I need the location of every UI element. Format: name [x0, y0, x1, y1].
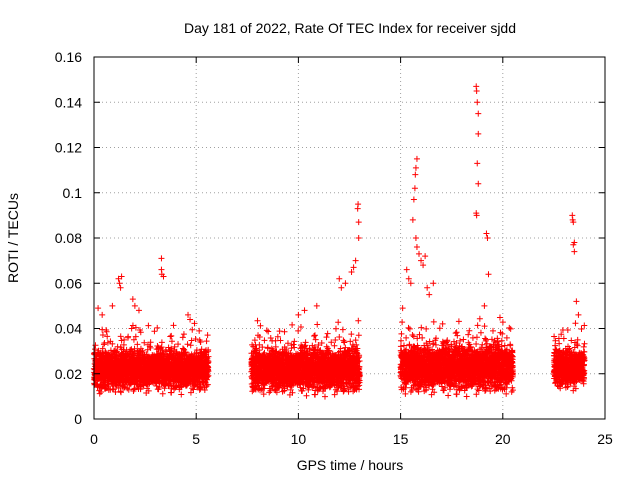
data-point: [264, 344, 271, 351]
data-point: [251, 337, 258, 344]
data-point: [128, 346, 135, 353]
data-point: [265, 328, 272, 335]
data-point: [109, 340, 116, 347]
data-point: [99, 345, 106, 352]
data-point: [398, 330, 405, 337]
data-point: [103, 328, 110, 335]
data-point: [112, 389, 119, 396]
data-point: [159, 390, 166, 397]
data-point: [114, 343, 121, 350]
grid-layer: [94, 57, 605, 419]
data-point: [192, 335, 199, 342]
data-point: [145, 322, 152, 329]
data-point: [178, 391, 185, 398]
data-point: [398, 337, 405, 344]
data-point: [399, 319, 406, 326]
data-point: [196, 327, 203, 334]
data-point: [151, 328, 158, 335]
data-point: [261, 337, 268, 344]
data-point: [170, 322, 177, 329]
data-point: [100, 341, 107, 348]
data-point: [145, 387, 152, 394]
data-point: [125, 386, 132, 393]
data-point: [266, 389, 273, 396]
data-point: [175, 341, 182, 348]
points-layer: [90, 83, 588, 400]
data-point: [352, 337, 359, 344]
data-point: [179, 334, 186, 341]
data-point: [355, 332, 362, 339]
data-point: [276, 328, 283, 335]
data-point: [403, 334, 410, 341]
data-point: [124, 385, 131, 392]
data-point: [339, 326, 346, 333]
data-point: [125, 333, 132, 340]
data-point: [254, 317, 261, 324]
data-point: [311, 332, 318, 339]
data-point: [204, 332, 211, 339]
data-point: [341, 338, 348, 345]
data-point: [158, 339, 165, 346]
data-point: [263, 327, 270, 334]
data-point: [348, 331, 355, 338]
data-point: [117, 333, 124, 340]
data-point: [189, 326, 196, 333]
data-point: [92, 342, 99, 349]
data-point: [267, 335, 274, 342]
data-point: [331, 342, 338, 349]
data-point: [355, 317, 362, 324]
data-point: [295, 327, 302, 334]
data-point: [323, 334, 330, 341]
data-point: [406, 325, 413, 332]
data-point: [104, 333, 111, 340]
data-point: [321, 393, 328, 400]
data-point: [188, 337, 195, 344]
data-point: [335, 319, 342, 326]
data-point: [137, 329, 144, 336]
data-point: [203, 338, 210, 345]
data-point: [117, 389, 124, 396]
data-point: [134, 341, 141, 348]
data-point: [289, 321, 296, 328]
data-point: [314, 321, 321, 328]
data-point: [121, 336, 128, 343]
data-point: [409, 331, 416, 338]
data-point: [187, 342, 194, 349]
data-point: [131, 385, 138, 392]
data-point: [281, 328, 288, 335]
data-point: [118, 337, 125, 344]
data-point: [154, 324, 161, 331]
data-point: [184, 341, 191, 348]
data-point: [324, 330, 331, 337]
data-point: [128, 325, 135, 332]
data-point: [291, 338, 298, 345]
data-point: [405, 324, 412, 331]
data-point: [168, 332, 175, 339]
data-point: [332, 325, 339, 332]
data-point: [132, 333, 139, 340]
data-point: [141, 339, 148, 346]
data-point: [101, 381, 108, 388]
data-point: [180, 331, 187, 338]
data-point: [130, 336, 137, 343]
data-point: [336, 334, 343, 341]
data-point: [303, 392, 310, 399]
data-point: [277, 337, 284, 344]
data-point: [132, 324, 139, 331]
data-point: [99, 332, 106, 339]
data-point: [257, 322, 264, 329]
